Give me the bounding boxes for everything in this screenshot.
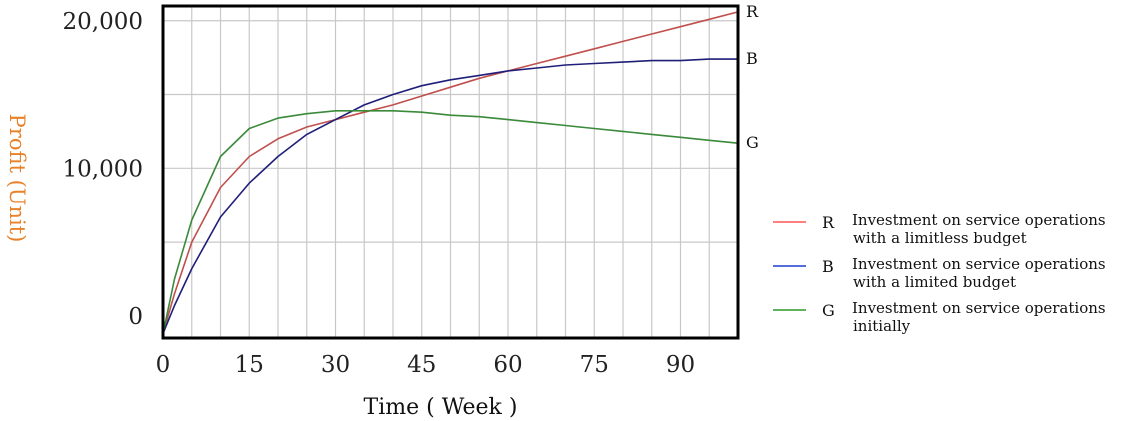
x-tick-label: 30: [321, 352, 350, 378]
legend-label-line: with a limited budget: [853, 273, 1016, 291]
series-line-g: [162, 110, 739, 334]
y-tick-label: 10,000: [63, 156, 143, 182]
legend-label-line: initially: [853, 317, 911, 335]
grid: [163, 6, 738, 338]
x-tick-label: 45: [407, 352, 436, 378]
plot-frame: [161, 4, 740, 340]
legend-label-line: with a limitless budget: [853, 229, 1027, 247]
legend-label-line: Investment on service operations: [852, 211, 1106, 229]
series-lines: [162, 11, 739, 334]
x-tick-label: 0: [156, 352, 171, 378]
series-end-label-r: R: [746, 2, 759, 21]
x-tick-label: 60: [493, 352, 522, 378]
legend-label-line: Investment on service operations: [852, 255, 1106, 273]
x-axis-title: Time ( Week ): [364, 395, 518, 420]
legend-series-name: G: [822, 301, 835, 320]
series-end-label-g: G: [746, 133, 759, 152]
series-end-labels: R B G: [746, 2, 759, 152]
tick-labels: 0 15 30 45 60 75 90 0 10,000 20,000: [63, 9, 696, 378]
series-line-b: [162, 58, 738, 334]
x-tick-label: 75: [580, 352, 609, 378]
y-tick-label: 20,000: [63, 9, 143, 35]
y-tick-label: 0: [128, 304, 143, 330]
series-end-label-b: B: [746, 49, 758, 68]
legend-series-name: R: [822, 213, 835, 232]
legend-label-line: Investment on service operations: [852, 299, 1106, 317]
x-tick-label: 15: [235, 352, 264, 378]
y-axis-title: Profit (Unit): [5, 114, 29, 243]
series-line-r: [162, 11, 739, 334]
legend-series-name: B: [822, 257, 834, 276]
x-tick-label: 90: [666, 352, 695, 378]
